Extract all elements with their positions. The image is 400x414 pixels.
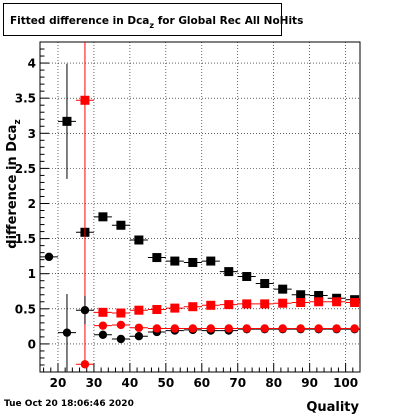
data-point-circle (116, 320, 126, 330)
data-point-circle (80, 360, 90, 369)
axis-ticks: 20 30 40 50 60 70 80 90 100 0 0.5 1 1.5 2 2.5 3 3.5 4 (15, 48, 361, 390)
data-point-square (98, 307, 108, 317)
y-tick-label: 2.5 (15, 162, 36, 176)
data-point-square (170, 256, 180, 266)
data-point-circle (206, 324, 215, 333)
data-point-square (242, 272, 252, 282)
data-point-square (188, 302, 198, 312)
y-axis-label-sub: z (13, 119, 23, 124)
data-point-circle (80, 306, 90, 315)
plot-frame (39, 41, 361, 373)
data-point-square (242, 299, 252, 309)
y-tick-label: 0 (28, 337, 36, 351)
data-point-circle (332, 324, 341, 333)
x-tick-label: 90 (301, 376, 318, 390)
data-point-circle (134, 331, 144, 341)
data-point-square (62, 116, 72, 126)
data-point-square (206, 300, 216, 310)
y-tick-label: 4 (28, 57, 36, 71)
title-subscript: z (149, 21, 155, 30)
data-point-square (116, 308, 126, 318)
title-box: Fitted difference in Dcaz for Global Rec… (3, 3, 303, 36)
data-point-square (152, 253, 162, 263)
data-point-circle (98, 321, 108, 330)
x-tick-label: 100 (333, 376, 358, 390)
data-point-circle (260, 324, 269, 333)
data-point-circle (134, 323, 144, 332)
x-tick-label: 70 (229, 376, 246, 390)
x-tick-label: 60 (193, 376, 210, 390)
data-point-circle (224, 324, 233, 333)
data-point-circle (98, 330, 108, 339)
data-point-square (224, 300, 234, 310)
data-point-square (134, 305, 144, 315)
grid-lines (40, 42, 360, 372)
title-main: Fitted difference in Dca (10, 15, 150, 27)
data-point-square (296, 297, 306, 307)
x-tick-label: 40 (122, 376, 139, 390)
data-point-circle (314, 324, 323, 333)
y-tick-label: 0.5 (15, 302, 36, 316)
chart-title: Fitted difference in Dcaz for Global Rec… (10, 15, 304, 30)
data-point-circle (278, 324, 287, 333)
y-axis-label: difference in Dcaz (5, 119, 23, 248)
data-point-square (98, 212, 108, 222)
data-point-square (80, 95, 90, 105)
data-point-square (314, 297, 324, 307)
data-point-circle (152, 324, 162, 333)
y-tick-label: 3.5 (15, 92, 36, 106)
y-tick-label: 1.5 (15, 232, 36, 246)
x-tick-label: 80 (265, 376, 282, 390)
data-point-square (224, 267, 234, 277)
data-point-square (296, 290, 306, 300)
data-point-circle (62, 328, 72, 337)
data-point-square (314, 290, 324, 300)
data-point-square (350, 297, 360, 307)
data-point-square (116, 220, 126, 230)
data-point-square (260, 279, 270, 289)
data-point-circle (188, 324, 198, 333)
data-points (40, 42, 360, 372)
y-axis-label-main: difference in Dca (5, 125, 20, 249)
x-tick-label: 30 (86, 376, 103, 390)
data-point-circle (242, 324, 251, 333)
data-point-square (134, 235, 144, 245)
title-rest: for Global Rec All NoHits (154, 15, 304, 27)
x-tick-label: 50 (157, 376, 174, 390)
data-point-circle (116, 334, 126, 344)
data-point-square (332, 297, 342, 307)
data-point-circle (44, 252, 54, 262)
data-point-square (206, 256, 216, 266)
y-tick-label: 3 (28, 127, 36, 141)
y-tick-label: 2 (28, 197, 36, 211)
data-point-circle (350, 324, 359, 333)
data-point-square (260, 299, 270, 309)
data-point-square (188, 257, 198, 267)
x-axis-label: Quality (306, 400, 359, 414)
data-point-square (278, 284, 288, 294)
data-point-circle (296, 324, 305, 333)
y-tick-label: 1 (28, 267, 36, 281)
x-tick-label: 20 (50, 376, 67, 390)
data-point-square (152, 305, 162, 315)
data-point-square (278, 298, 288, 308)
footer-date: Tue Oct 20 18:06:46 2020 (4, 399, 134, 409)
data-point-square (170, 303, 180, 313)
data-point-circle (170, 324, 180, 333)
